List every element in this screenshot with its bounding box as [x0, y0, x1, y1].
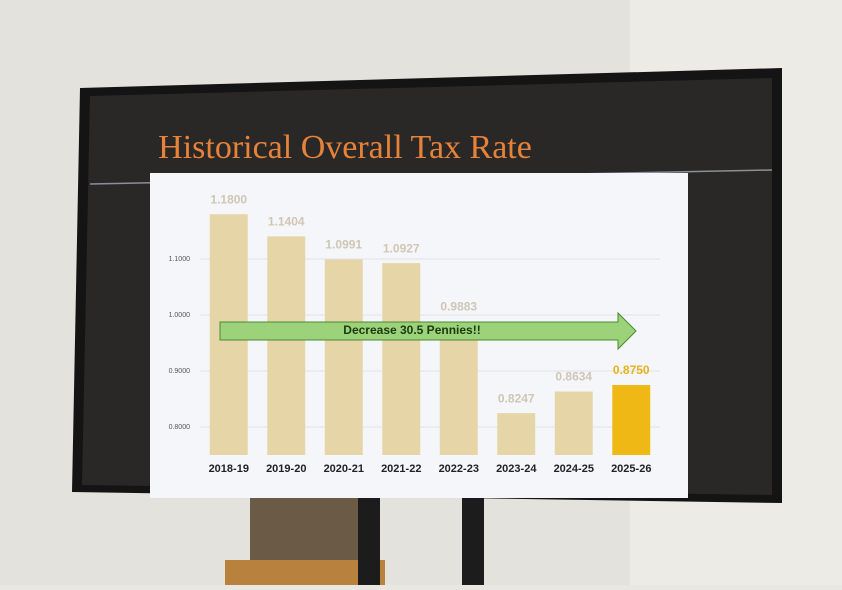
value-label: 1.0991 [325, 238, 362, 252]
bar [555, 391, 593, 455]
window-blind [250, 490, 360, 570]
value-label: 0.8634 [555, 370, 592, 384]
value-label: 1.1800 [210, 192, 247, 206]
chart-title: Historical Overall Tax Rate [158, 129, 532, 166]
x-tick-label: 2023-24 [496, 463, 537, 475]
stand-left [358, 490, 380, 585]
value-label: 1.0927 [383, 241, 420, 255]
bar [267, 236, 305, 455]
value-label: 0.9883 [440, 300, 477, 314]
x-tick-label: 2024-25 [554, 463, 594, 475]
bar [382, 263, 420, 455]
y-tick-label: 0.9000 [169, 368, 191, 375]
y-tick-label: 1.0000 [169, 312, 191, 319]
x-tick-label: 2020-21 [324, 463, 364, 475]
annotation: Decrease 30.5 Pennies!! [343, 323, 480, 337]
scene: Historical Overall Tax Rate 0.8000 0.9000… [0, 0, 842, 585]
x-tick-label: 2019-20 [266, 463, 306, 475]
value-label: 0.8247 [498, 391, 535, 405]
x-tick-label: 2022-23 [439, 463, 479, 475]
bar [612, 385, 650, 455]
x-tick-label: 2018-19 [209, 463, 249, 475]
bar [325, 260, 363, 455]
y-tick-label: 1.1000 [169, 256, 191, 263]
page: {"chart_data": {"type": "bar", "title": … [0, 0, 842, 585]
x-tick-label: 2021-22 [381, 463, 421, 475]
y-tick-label: 0.8000 [169, 424, 191, 431]
stand-right [462, 490, 484, 585]
value-label: 0.8750 [613, 363, 650, 377]
bar [497, 413, 535, 455]
x-tick-label: 2025-26 [611, 463, 651, 475]
bar [440, 322, 478, 455]
value-label: 1.1404 [268, 215, 305, 229]
